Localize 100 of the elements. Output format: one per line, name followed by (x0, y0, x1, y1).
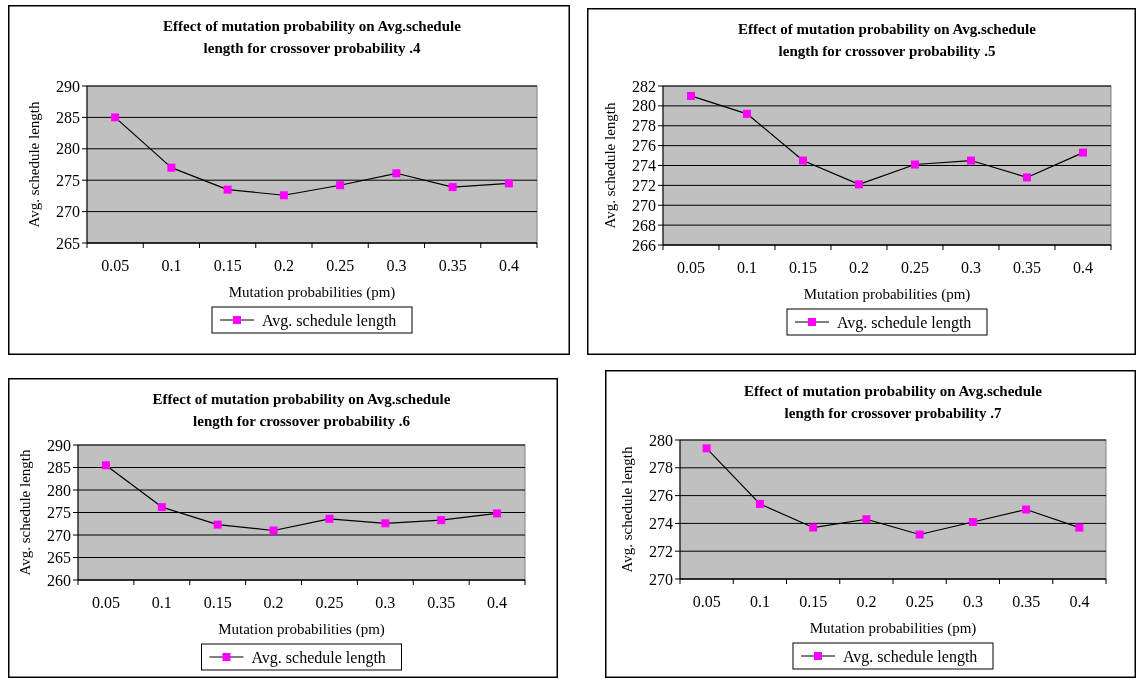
x-tick-label: 0.15 (799, 593, 828, 610)
x-tick-label: 0.4 (498, 257, 519, 274)
point (1023, 173, 1031, 182)
x-tick-label: 0.15 (203, 594, 232, 611)
y-tick-label: 270 (56, 203, 80, 221)
y-tick-label: 274 (649, 515, 673, 532)
x-tick-label: 0.35 (427, 594, 456, 611)
x-tick-label: 0.35 (438, 257, 467, 274)
point (855, 180, 863, 189)
x-tick-label: 0.2 (273, 257, 294, 274)
point (862, 515, 871, 524)
y-tick-label: 280 (649, 431, 673, 449)
point (1022, 505, 1031, 514)
x-tick-label: 0.4 (1069, 593, 1090, 610)
y-tick-label: 270 (649, 570, 673, 588)
x-axis-title: Mutation probabilities (pm) (218, 621, 385, 638)
point (223, 185, 232, 194)
x-tick-label: 0.05 (91, 594, 120, 611)
point (213, 520, 222, 529)
x-tick-label: 0.3 (386, 257, 407, 274)
x-tick-label: 0.1 (737, 259, 757, 276)
x-tick-label: 0.1 (161, 257, 182, 274)
y-tick-label: 265 (56, 234, 80, 252)
legend-label: Avg. schedule length (843, 647, 978, 666)
point (111, 113, 120, 122)
y-tick-label: 270 (47, 526, 71, 544)
legend-label: Avg. schedule length (837, 313, 972, 332)
point (911, 160, 919, 169)
x-tick-label: 0.1 (749, 593, 770, 610)
y-tick-label: 280 (632, 97, 656, 115)
y-tick-label: 274 (632, 157, 656, 175)
point (1079, 148, 1087, 157)
y-axis-title: Avg. schedule length (602, 102, 618, 229)
y-tick-label: 265 (47, 549, 71, 567)
y-tick-label: 275 (47, 504, 71, 522)
point (687, 91, 695, 100)
x-tick-label: 0.25 (905, 593, 934, 610)
point (336, 181, 345, 190)
point (279, 191, 288, 200)
point (809, 523, 818, 532)
x-tick-label: 0.25 (315, 594, 344, 611)
point (325, 514, 334, 523)
x-axis-title: Mutation probabilities (pm) (809, 620, 977, 637)
y-tick-label: 280 (47, 481, 71, 499)
x-tick-label: 0.2 (849, 259, 869, 276)
point (381, 519, 390, 528)
y-tick-label: 275 (56, 171, 80, 189)
point (437, 516, 446, 525)
x-tick-label: 0.35 (1012, 593, 1041, 610)
x-tick-label: 0.05 (101, 257, 130, 274)
point (968, 518, 977, 527)
y-tick-label: 270 (632, 196, 656, 214)
x-tick-label: 0.2 (856, 593, 877, 610)
y-tick-label: 272 (649, 542, 673, 560)
point (101, 461, 110, 470)
y-tick-label: 282 (632, 77, 656, 95)
point (448, 183, 457, 192)
y-tick-label: 290 (56, 77, 80, 95)
point (967, 156, 975, 165)
point (702, 444, 711, 453)
chart-title: Effect of mutation probability on Avg.schedule length for crossover probability .7 (744, 383, 1043, 421)
x-tick-label: 0.15 (213, 257, 242, 274)
y-axis-title: Avg. schedule length (26, 101, 42, 228)
point (1075, 523, 1084, 532)
chart-title: Effect of mutation probability on Avg.schedule length for crossover probability .6 (152, 391, 451, 429)
y-tick-label: 268 (632, 216, 656, 234)
x-tick-label: 0.3 (962, 593, 983, 610)
point (493, 509, 502, 518)
y-tick-label: 266 (632, 236, 656, 254)
legend-label: Avg. schedule length (251, 648, 386, 667)
x-tick-label: 0.4 (487, 594, 508, 611)
y-tick-label: 276 (649, 487, 673, 505)
x-tick-label: 0.35 (1013, 259, 1041, 276)
point (269, 526, 278, 535)
y-tick-label: 272 (632, 176, 656, 194)
point (755, 499, 764, 508)
x-tick-label: 0.15 (789, 259, 817, 276)
y-axis-title: Avg. schedule length (17, 449, 33, 576)
y-tick-label: 278 (632, 117, 656, 135)
x-tick-label: 0.25 (901, 259, 929, 276)
x-tick-label: 0.05 (692, 593, 721, 610)
point (743, 109, 751, 118)
y-tick-label: 278 (649, 459, 673, 477)
y-tick-label: 285 (56, 109, 80, 126)
y-tick-label: 276 (632, 137, 656, 155)
point (157, 503, 166, 512)
legend-label: Avg. schedule length (262, 311, 397, 330)
chart-title: Effect of mutation probability on Avg.schedule length for crossover probability .4 (163, 18, 462, 56)
x-tick-label: 0.4 (1073, 259, 1093, 276)
y-tick-label: 280 (56, 140, 80, 158)
x-tick-label: 0.3 (375, 594, 396, 611)
point (167, 163, 176, 172)
x-tick-label: 0.3 (961, 259, 981, 276)
x-tick-label: 0.05 (677, 259, 705, 276)
y-tick-label: 260 (47, 571, 71, 589)
x-axis-title: Mutation probabilities (pm) (803, 286, 971, 303)
point (392, 169, 401, 178)
x-tick-label: 0.1 (151, 594, 172, 611)
point (915, 530, 924, 539)
point (504, 179, 513, 188)
